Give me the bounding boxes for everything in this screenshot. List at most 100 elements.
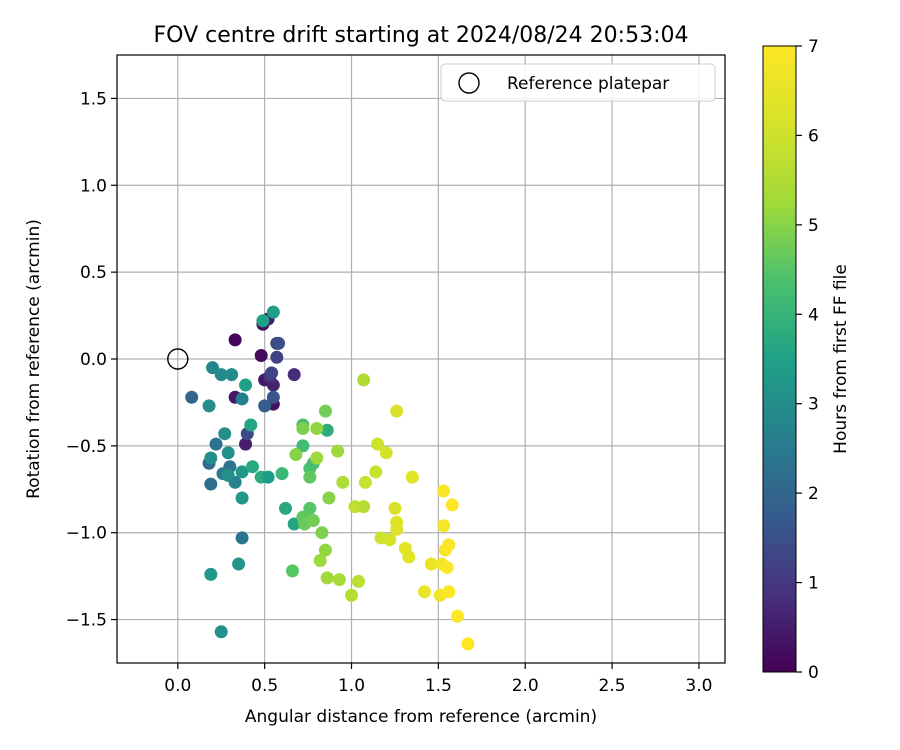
data-point: [279, 501, 293, 515]
reference-marker-layer: [167, 348, 189, 370]
data-point: [225, 368, 239, 382]
legend-label: Reference platepar: [507, 74, 669, 94]
data-point: [221, 446, 235, 460]
y-tick-label: −1.5: [66, 611, 107, 631]
legend-box: [440, 63, 716, 102]
data-point: [461, 637, 475, 651]
data-point: [275, 467, 289, 481]
data-point: [296, 439, 310, 453]
data-point: [239, 378, 253, 392]
x-tick-label: 0.5: [251, 676, 278, 696]
data-point: [235, 392, 249, 406]
data-point: [310, 451, 324, 465]
data-point: [214, 625, 228, 639]
data-point: [232, 557, 246, 571]
data-point: [289, 448, 303, 462]
data-point: [331, 444, 345, 458]
data-point: [254, 349, 268, 363]
data-point: [332, 573, 346, 587]
data-point: [424, 557, 438, 571]
data-point: [214, 368, 228, 382]
data-point: [336, 475, 350, 489]
data-point: [285, 564, 299, 578]
data-point: [318, 543, 332, 557]
data-point: [417, 585, 431, 599]
legend-reference-marker: [458, 72, 480, 94]
data-point: [265, 366, 279, 380]
data-point: [318, 404, 332, 418]
data-point: [358, 475, 372, 489]
y-tick-label: 1.5: [80, 89, 107, 109]
data-point: [437, 519, 451, 533]
data-point: [322, 491, 336, 505]
data-point: [442, 538, 456, 552]
data-point: [357, 373, 371, 387]
colorbar: 0 1 2 3 4 5 6 7 Hours from first FF file: [762, 37, 851, 683]
colorbar-tick-label: 2: [808, 484, 819, 504]
x-tick-label: 3.0: [685, 676, 712, 696]
data-point: [306, 514, 320, 528]
data-point: [221, 468, 235, 482]
data-point: [235, 465, 249, 479]
data-point: [239, 437, 253, 451]
data-point: [390, 522, 404, 536]
y-tick-label: 0.0: [80, 350, 107, 370]
data-point: [402, 550, 416, 564]
y-axis-ticks: −1.5 −1.0 −0.5 0.0 0.5 1.0 1.5: [66, 89, 117, 631]
colorbar-tick-label: 1: [808, 574, 819, 594]
colorbar-tick-label: 3: [808, 395, 819, 415]
x-tick-label: 1.5: [425, 676, 452, 696]
data-point: [258, 399, 272, 413]
x-tick-label: 0.0: [164, 676, 191, 696]
data-point: [437, 484, 451, 498]
data-point: [310, 421, 324, 435]
colorbar-tick-label: 6: [808, 126, 819, 146]
y-tick-label: 0.5: [80, 263, 107, 283]
data-point: [287, 517, 301, 531]
data-point: [345, 588, 359, 602]
data-point: [303, 470, 317, 484]
x-tick-label: 2.0: [512, 676, 539, 696]
data-point: [371, 437, 385, 451]
x-axis-ticks: 0.0 0.5 1.0 1.5 2.0 2.5 3.0: [164, 663, 712, 696]
colorbar-ticks: 0 1 2 3 4 5 6 7: [796, 37, 819, 683]
data-point: [272, 336, 286, 350]
data-point: [405, 470, 419, 484]
y-tick-label: 1.0: [80, 176, 107, 196]
data-point: [296, 421, 310, 435]
data-point: [266, 305, 280, 319]
data-point: [218, 427, 232, 441]
data-point: [204, 567, 218, 581]
colorbar-tick-label: 5: [808, 216, 819, 236]
data-point: [445, 498, 459, 512]
data-point: [204, 451, 218, 465]
legend: Reference platepar: [440, 63, 716, 102]
data-point: [315, 526, 329, 540]
data-point: [245, 460, 259, 474]
data-point: [303, 501, 317, 515]
data-point: [206, 361, 220, 375]
y-tick-label: −0.5: [66, 437, 107, 457]
colorbar-tick-label: 4: [808, 305, 819, 325]
data-point: [379, 446, 393, 460]
data-point: [388, 501, 402, 515]
data-point: [204, 477, 218, 491]
data-point: [320, 423, 334, 437]
data-point: [369, 465, 383, 479]
colorbar-label: Hours from first FF file: [831, 264, 851, 454]
reference-platepar-marker: [167, 348, 189, 370]
data-point: [287, 368, 301, 382]
data-point: [450, 609, 464, 623]
data-point: [261, 470, 275, 484]
colorbar-gradient: [762, 45, 797, 673]
data-point: [442, 585, 456, 599]
x-tick-label: 2.5: [599, 676, 626, 696]
data-point: [235, 491, 249, 505]
data-point: [313, 554, 327, 568]
chart-title: FOV centre drift starting at 2024/08/24 …: [154, 23, 689, 48]
data-point: [228, 333, 242, 347]
data-point: [390, 404, 404, 418]
data-point: [244, 418, 258, 432]
x-tick-label: 1.0: [338, 676, 365, 696]
colorbar-tick-label: 7: [808, 37, 819, 57]
